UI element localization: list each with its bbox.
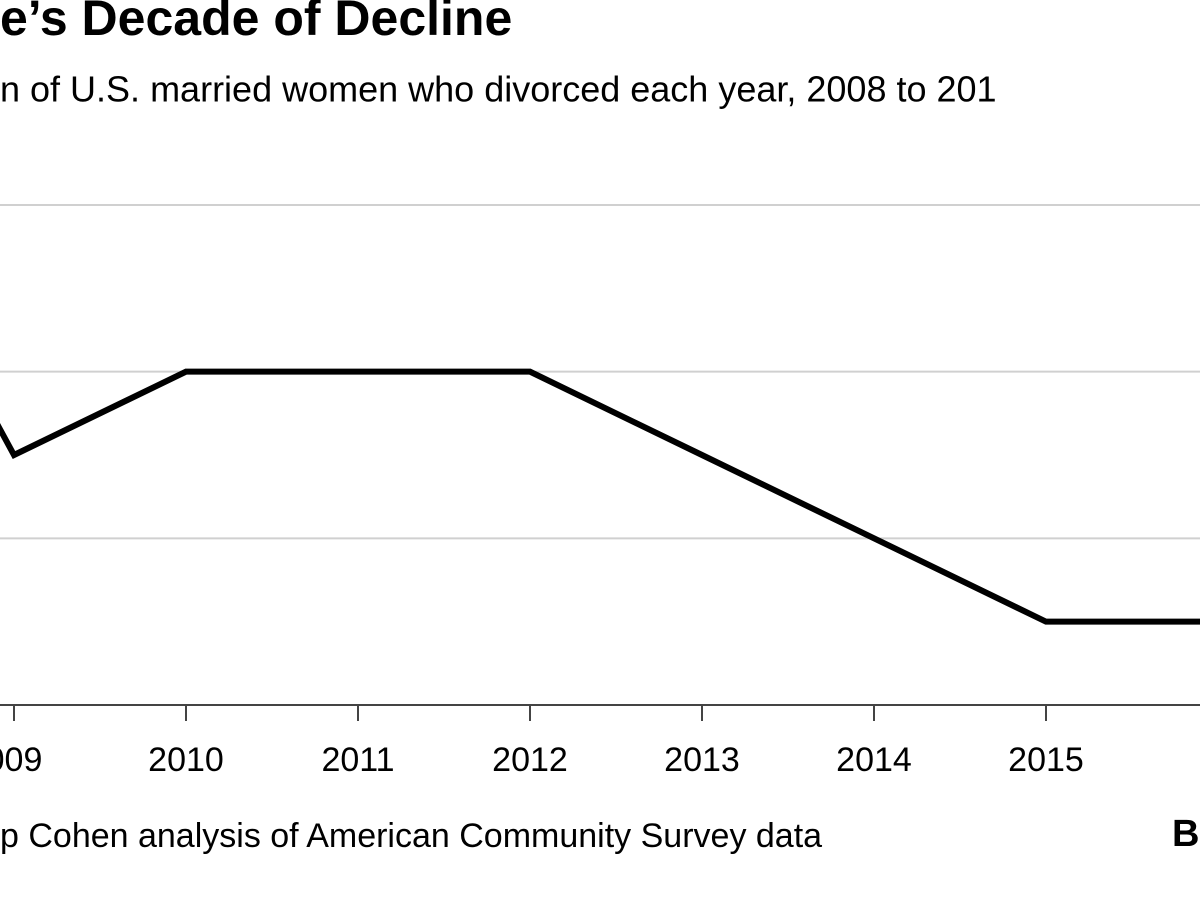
- logo: B: [1172, 813, 1199, 855]
- data-line: [0, 368, 1200, 625]
- chart-subtitle: n of U.S. married women who divorced eac…: [0, 69, 997, 110]
- x-tick-label: 009: [0, 741, 42, 779]
- x-tick-label: 2010: [148, 741, 224, 779]
- x-tick-label: 2015: [1008, 741, 1084, 779]
- source: p Cohen analysis of American Community S…: [0, 817, 822, 855]
- x-tick-label: 2013: [664, 741, 740, 779]
- x-tick-label: 2014: [836, 741, 912, 779]
- x-tick-label: 2011: [321, 741, 394, 779]
- chart-title: e’s Decade of Decline: [0, 0, 512, 46]
- x-tick-label: 2012: [492, 741, 568, 779]
